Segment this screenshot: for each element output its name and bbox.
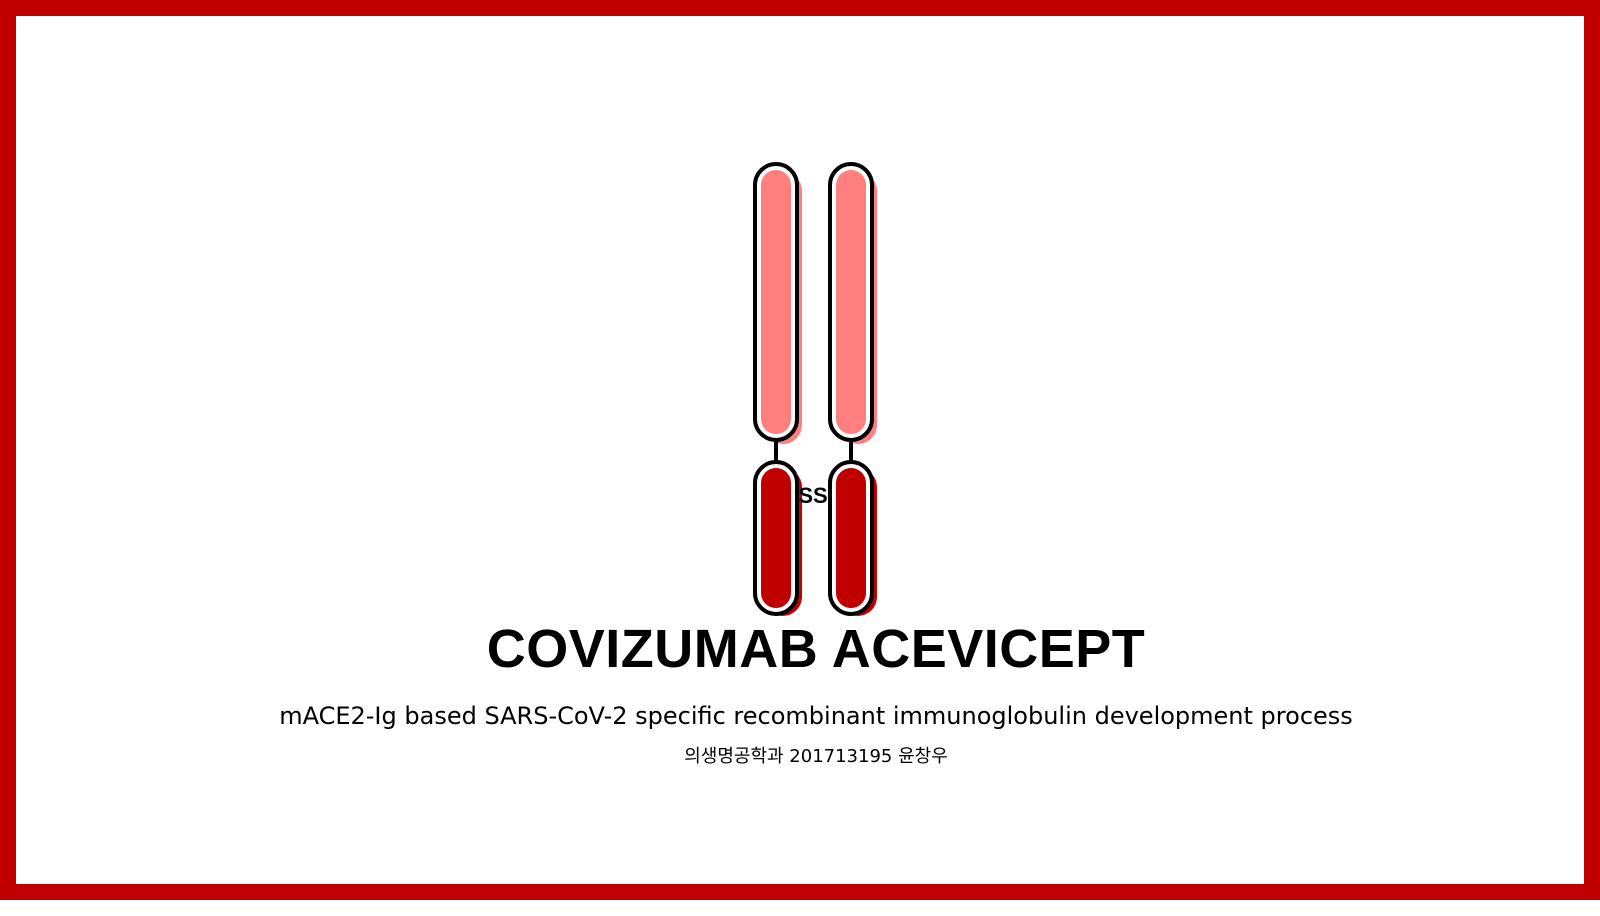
disulfide-bond-label: SS (798, 483, 827, 508)
immunoglobulin-diagram: SS (753, 162, 877, 616)
left-lower-domain-fill (761, 468, 791, 608)
right-chain (828, 162, 877, 616)
slide-subtitle: mACE2-Ig based SARS-CoV-2 specific recom… (279, 702, 1353, 730)
left-upper-domain-fill (761, 170, 791, 434)
slide-author: 의생명공학과 201713195 윤창우 (684, 746, 948, 767)
right-lower-domain-fill (836, 468, 866, 608)
right-upper-domain-fill (836, 170, 866, 434)
left-chain (753, 162, 802, 616)
slide-title: COVIZUMAB ACEVICEPT (486, 619, 1146, 679)
